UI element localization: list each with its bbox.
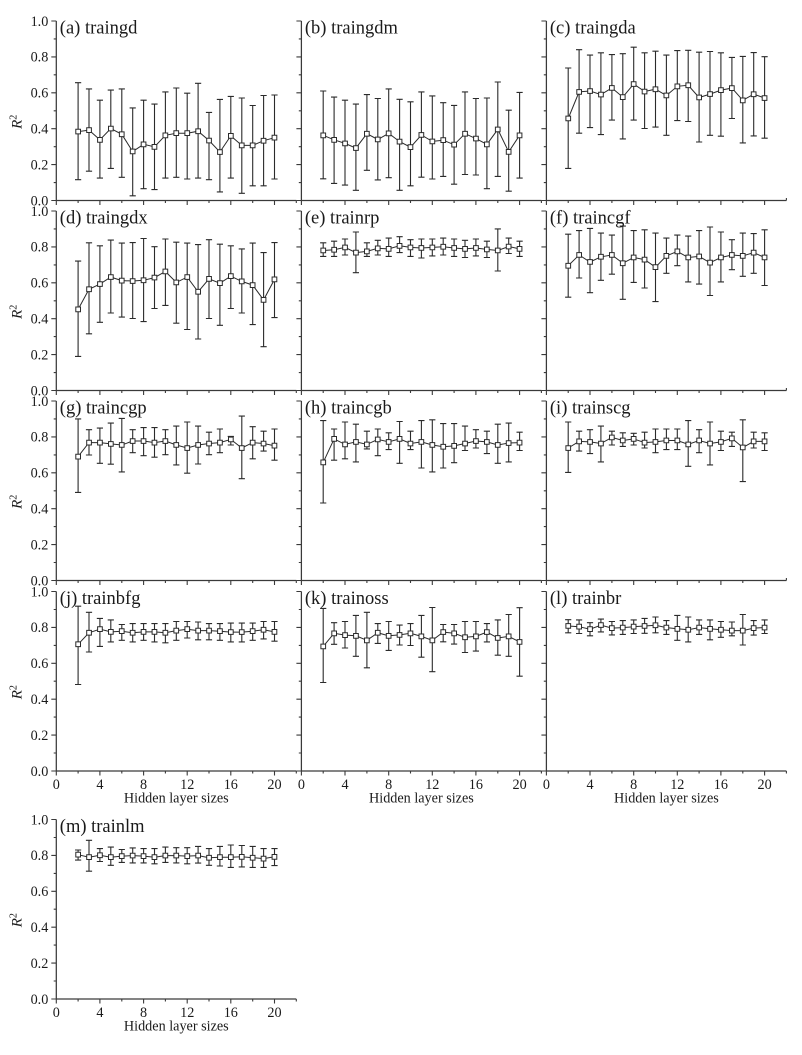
- svg-text:0.4: 0.4: [31, 502, 49, 518]
- svg-text:0.4: 0.4: [31, 920, 49, 936]
- svg-text:16: 16: [714, 777, 728, 793]
- svg-text:Hidden layer sizes: Hidden layer sizes: [124, 1019, 229, 1035]
- svg-text:0.6: 0.6: [31, 656, 49, 672]
- svg-text:12: 12: [180, 1005, 194, 1021]
- svg-text:(m) trainlm: (m) trainlm: [60, 817, 145, 837]
- svg-text:0: 0: [543, 777, 550, 793]
- svg-text:8: 8: [385, 777, 392, 793]
- svg-text:0: 0: [53, 1005, 60, 1021]
- svg-text:0.6: 0.6: [31, 276, 49, 292]
- svg-text:0.6: 0.6: [31, 86, 49, 102]
- svg-text:0.4: 0.4: [31, 312, 49, 328]
- svg-text:0: 0: [53, 777, 60, 793]
- svg-text:4: 4: [96, 777, 103, 793]
- svg-text:0.6: 0.6: [31, 884, 49, 900]
- svg-text:Hidden layer sizes: Hidden layer sizes: [614, 791, 719, 807]
- svg-text:0.0: 0.0: [31, 573, 49, 589]
- svg-text:0.8: 0.8: [31, 430, 49, 446]
- svg-text:(k) trainoss: (k) trainoss: [305, 589, 389, 609]
- svg-text:0.4: 0.4: [31, 122, 49, 138]
- svg-text:16: 16: [224, 777, 238, 793]
- svg-text:1.0: 1.0: [31, 204, 49, 220]
- svg-text:8: 8: [140, 1005, 147, 1021]
- svg-text:0.8: 0.8: [31, 620, 49, 636]
- svg-text:1.0: 1.0: [31, 812, 49, 828]
- svg-text:1.0: 1.0: [31, 14, 49, 30]
- svg-text:0.2: 0.2: [31, 728, 49, 744]
- svg-text:16: 16: [469, 777, 483, 793]
- svg-text:(b) traingdm: (b) traingdm: [305, 18, 399, 38]
- svg-text:(j) trainbfg: (j) trainbfg: [60, 589, 141, 609]
- svg-text:0.8: 0.8: [31, 848, 49, 864]
- svg-text:0.0: 0.0: [31, 383, 49, 399]
- svg-text:(f) traincgf: (f) traincgf: [550, 208, 631, 228]
- svg-text:20: 20: [758, 777, 772, 793]
- svg-text:(a) traingd: (a) traingd: [60, 18, 138, 38]
- svg-text:20: 20: [513, 777, 527, 793]
- svg-text:0.2: 0.2: [31, 157, 49, 173]
- svg-text:0.0: 0.0: [31, 193, 49, 209]
- svg-text:(d) traingdx: (d) traingdx: [60, 208, 149, 228]
- svg-text:12: 12: [670, 777, 684, 793]
- svg-text:0.0: 0.0: [31, 992, 49, 1008]
- svg-text:12: 12: [425, 777, 439, 793]
- svg-text:0.0: 0.0: [31, 764, 49, 780]
- svg-text:1.0: 1.0: [31, 394, 49, 410]
- svg-text:(i) trainscg: (i) trainscg: [550, 398, 631, 418]
- svg-text:0.4: 0.4: [31, 692, 49, 708]
- svg-text:0.8: 0.8: [31, 50, 49, 66]
- svg-text:(l) trainbr: (l) trainbr: [550, 589, 621, 609]
- svg-text:4: 4: [341, 777, 348, 793]
- svg-text:0.2: 0.2: [31, 537, 49, 553]
- svg-text:0: 0: [298, 777, 305, 793]
- svg-text:Hidden layer sizes: Hidden layer sizes: [369, 791, 474, 807]
- svg-text:(h) traincgb: (h) traincgb: [305, 398, 392, 418]
- svg-text:4: 4: [96, 1005, 103, 1021]
- svg-text:Hidden layer sizes: Hidden layer sizes: [124, 791, 229, 807]
- svg-text:1.0: 1.0: [31, 584, 49, 600]
- svg-text:4: 4: [586, 777, 593, 793]
- svg-text:(g) traincgp: (g) traincgp: [60, 398, 147, 418]
- svg-text:8: 8: [630, 777, 637, 793]
- svg-text:0.8: 0.8: [31, 240, 49, 256]
- svg-text:0.6: 0.6: [31, 466, 49, 482]
- svg-text:20: 20: [267, 777, 281, 793]
- svg-text:16: 16: [224, 1005, 238, 1021]
- svg-text:(c) traingda: (c) traingda: [550, 18, 636, 38]
- svg-text:20: 20: [267, 1005, 281, 1021]
- svg-text:(e) trainrp: (e) trainrp: [305, 208, 379, 228]
- svg-text:0.2: 0.2: [31, 956, 49, 972]
- svg-text:12: 12: [180, 777, 194, 793]
- svg-text:8: 8: [140, 777, 147, 793]
- svg-text:0.2: 0.2: [31, 347, 49, 363]
